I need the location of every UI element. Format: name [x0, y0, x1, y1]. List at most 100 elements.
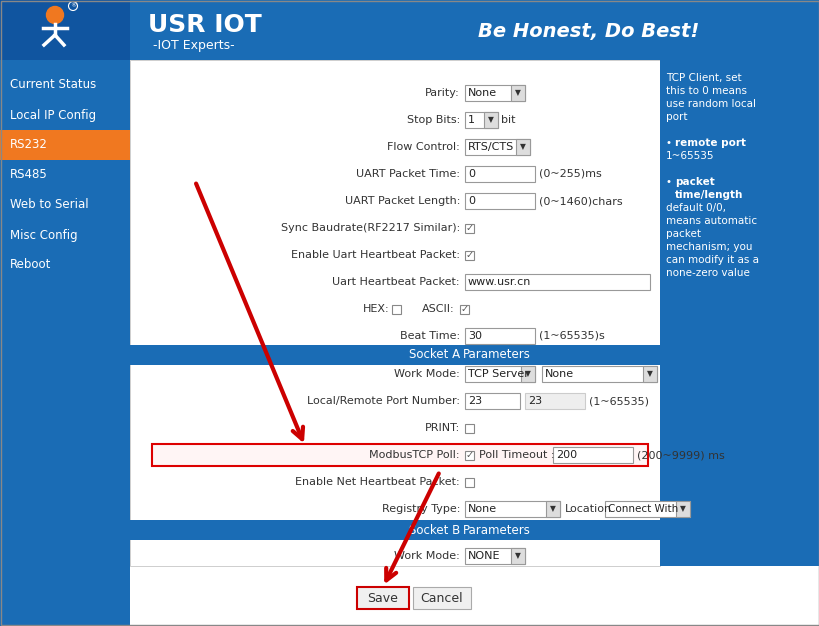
Text: UART Packet Length:: UART Packet Length:: [344, 196, 459, 206]
Text: Enable Net Heartbeat Packet:: Enable Net Heartbeat Packet:: [295, 477, 459, 487]
Bar: [464, 85, 524, 101]
Bar: [152, 444, 647, 466]
Bar: [520, 366, 534, 382]
Bar: [0, 0, 819, 60]
Bar: [0, 70, 130, 100]
Bar: [464, 193, 534, 209]
Text: Work Mode:: Work Mode:: [394, 551, 459, 561]
Text: ▼: ▼: [514, 88, 520, 98]
Text: TCP Server: TCP Server: [468, 369, 528, 379]
Bar: [130, 520, 659, 540]
Text: use random local: use random local: [665, 99, 755, 109]
Bar: [464, 393, 519, 409]
Bar: [464, 478, 473, 486]
Text: RS232: RS232: [10, 138, 48, 151]
Text: ▼: ▼: [679, 505, 686, 513]
Text: 30: 30: [468, 331, 482, 341]
Bar: [483, 112, 497, 128]
Text: 1~65535: 1~65535: [665, 151, 713, 161]
Text: packet: packet: [674, 177, 714, 187]
Text: none-zero value: none-zero value: [665, 268, 749, 278]
Text: 0: 0: [468, 169, 474, 179]
Bar: [464, 274, 649, 290]
Bar: [0, 100, 130, 130]
Text: Registry Type:: Registry Type:: [381, 504, 459, 514]
Text: Reboot: Reboot: [10, 259, 52, 272]
Text: Flow Control:: Flow Control:: [387, 142, 459, 152]
Text: (200~9999) ms: (200~9999) ms: [636, 450, 724, 460]
Bar: [0, 190, 130, 220]
Text: Enable Uart Heartbeat Packet:: Enable Uart Heartbeat Packet:: [291, 250, 459, 260]
Bar: [464, 328, 534, 344]
Text: ▼: ▼: [514, 552, 520, 560]
Bar: [464, 166, 534, 182]
Text: ✓: ✓: [465, 450, 473, 460]
Text: Web to Serial: Web to Serial: [10, 198, 88, 212]
Text: port: port: [665, 112, 686, 122]
Bar: [464, 501, 559, 517]
Text: Uart Heartbeat Packet:: Uart Heartbeat Packet:: [332, 277, 459, 287]
Bar: [0, 220, 130, 250]
Text: this to 0 means: this to 0 means: [665, 86, 746, 96]
Bar: [642, 366, 656, 382]
Text: None: None: [468, 88, 496, 98]
Text: Misc Config: Misc Config: [10, 228, 78, 242]
Bar: [464, 250, 473, 260]
Bar: [464, 424, 473, 433]
Text: Parameters: Parameters: [463, 349, 530, 361]
Bar: [356, 587, 409, 609]
Text: default 0/0,: default 0/0,: [665, 203, 725, 213]
Text: Work Mode:: Work Mode:: [394, 369, 459, 379]
Text: (1~65535)s: (1~65535)s: [538, 331, 604, 341]
Text: 200: 200: [555, 450, 577, 460]
Bar: [130, 345, 659, 365]
Bar: [604, 501, 689, 517]
Text: RTS/CTS: RTS/CTS: [468, 142, 514, 152]
Text: Location: Location: [564, 504, 611, 514]
Text: Parameters: Parameters: [463, 523, 530, 536]
Text: Local/Remote Port Number:: Local/Remote Port Number:: [306, 396, 459, 406]
Text: ✓: ✓: [465, 223, 473, 233]
Text: Stop Bits:: Stop Bits:: [406, 115, 459, 125]
Bar: [541, 366, 656, 382]
Text: ✓: ✓: [460, 304, 468, 314]
Text: ✓: ✓: [465, 250, 473, 260]
Text: Connect With: Connect With: [607, 504, 677, 514]
Bar: [391, 304, 400, 314]
Text: ®: ®: [70, 4, 76, 9]
Text: TCP Client, set: TCP Client, set: [665, 73, 740, 83]
Text: ASCII:: ASCII:: [422, 304, 454, 314]
Bar: [675, 501, 689, 517]
Text: Beat Time:: Beat Time:: [400, 331, 459, 341]
Text: •: •: [665, 177, 672, 187]
Text: bit: bit: [500, 115, 515, 125]
Text: HEX:: HEX:: [363, 304, 390, 314]
Text: (0~1460)chars: (0~1460)chars: [538, 196, 622, 206]
Text: None: None: [468, 504, 496, 514]
Text: RS485: RS485: [10, 168, 48, 182]
Text: Socket B: Socket B: [408, 523, 459, 536]
Text: Socket A: Socket A: [409, 349, 459, 361]
Bar: [464, 223, 473, 232]
Bar: [0, 250, 130, 280]
Text: NONE: NONE: [468, 551, 500, 561]
Circle shape: [47, 6, 63, 24]
Bar: [552, 447, 632, 463]
Text: can modify it as a: can modify it as a: [665, 255, 758, 265]
Text: Be Honest, Do Best!: Be Honest, Do Best!: [477, 21, 699, 41]
Text: USR IOT: USR IOT: [147, 13, 261, 37]
Bar: [464, 139, 529, 155]
Text: www.usr.cn: www.usr.cn: [468, 277, 531, 287]
Bar: [524, 393, 584, 409]
Text: Save: Save: [367, 592, 398, 605]
Text: PRINT:: PRINT:: [424, 423, 459, 433]
Bar: [413, 587, 470, 609]
Text: Parity:: Parity:: [425, 88, 459, 98]
Text: time/length: time/length: [674, 190, 743, 200]
Text: ▼: ▼: [519, 143, 525, 151]
Text: ▼: ▼: [550, 505, 555, 513]
Text: 1: 1: [468, 115, 474, 125]
Bar: [464, 366, 534, 382]
Text: -IOT Experts-: -IOT Experts-: [153, 39, 234, 51]
Bar: [0, 160, 130, 190]
